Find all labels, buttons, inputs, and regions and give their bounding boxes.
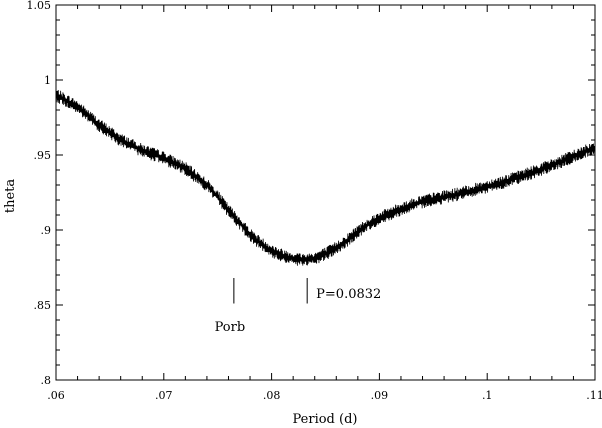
- x-tick-label: .08: [263, 389, 281, 402]
- plot-frame: [55, 4, 596, 381]
- y-tick-label: .95: [34, 149, 52, 162]
- x-tick-label: .1: [482, 389, 493, 402]
- series-line: [55, 90, 596, 266]
- annotations: Porb P=0.0832: [215, 278, 381, 335]
- y-tick-label: 1.05: [27, 0, 52, 12]
- period-label: P=0.0832: [316, 287, 381, 302]
- y-tick-label: .8: [41, 374, 52, 387]
- porb-label: Porb: [215, 320, 246, 335]
- axis-ticks: [55, 4, 596, 381]
- y-tick-label: 1: [44, 74, 51, 87]
- x-tick-label: .06: [47, 389, 65, 402]
- x-tick-label: .11: [586, 389, 602, 402]
- y-tick-label: .85: [34, 299, 52, 312]
- y-tick-label: .9: [41, 224, 52, 237]
- y-axis-label: theta: [3, 179, 18, 214]
- x-tick-label: .09: [371, 389, 389, 402]
- tick-labels: .06 .07 .08 .09 .1 .11 .8 .85 .9 .95 1 1.05: [27, 0, 602, 402]
- x-axis-label: Period (d): [293, 412, 358, 427]
- x-tick-label: .07: [155, 389, 173, 402]
